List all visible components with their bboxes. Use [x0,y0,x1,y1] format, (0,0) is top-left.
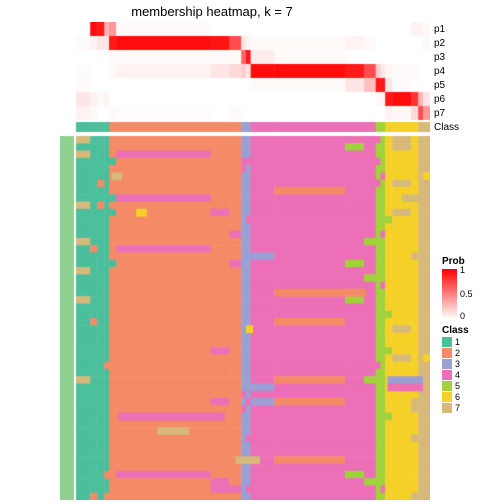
class-legend-item: 2 [442,348,502,358]
legend-container: Prob 1 0.5 0 Class 1234567 [442,250,502,413]
class-legend: 1234567 [442,337,502,413]
row-label: p5 [434,80,445,91]
class-chip [442,392,452,402]
heatmap-plot [60,22,430,500]
heatmap-canvas [60,22,430,500]
class-legend-item: 1 [442,337,502,347]
chart-title: membership heatmap, k = 7 [0,4,424,19]
row-label: p7 [434,108,445,119]
prob-legend-gradient: 1 0.5 0 [442,269,457,319]
class-chip [442,403,452,413]
prob-legend-title: Prob [442,256,502,267]
class-legend-item: 4 [442,370,502,380]
row-label: p1 [434,24,445,35]
class-chip [442,359,452,369]
class-chip [442,337,452,347]
class-chip [442,381,452,391]
class-legend-item: 7 [442,403,502,413]
class-chip [442,370,452,380]
class-chip [442,348,452,358]
row-label: p2 [434,38,445,49]
row-label: p3 [434,52,445,63]
class-legend-item: 3 [442,359,502,369]
class-legend-title: Class [442,325,502,336]
row-label: p4 [434,66,445,77]
row-label: p6 [434,94,445,105]
class-legend-item: 5 [442,381,502,391]
class-legend-item: 6 [442,392,502,402]
row-label: Class [434,122,459,133]
